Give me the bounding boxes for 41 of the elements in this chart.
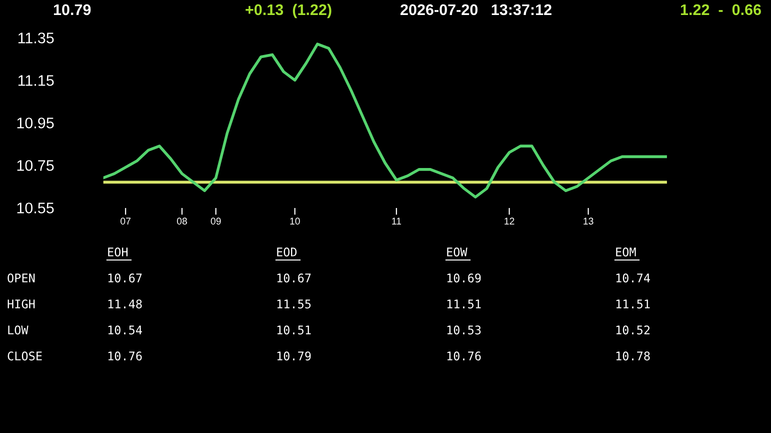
text: HIGH xyxy=(8,300,35,308)
text: 10.78 xyxy=(616,352,650,360)
text: 11.51 xyxy=(616,300,650,308)
text: 10.51 xyxy=(277,326,311,334)
text: 10.79 xyxy=(277,352,311,360)
y-tick-label: 11.15 xyxy=(18,75,54,86)
x-tick-label: 12 xyxy=(504,218,514,224)
x-tick-label: 09 xyxy=(210,218,221,225)
text: 11.55 xyxy=(277,300,311,308)
text: 10.67 xyxy=(277,274,311,282)
text: +0.13 (1.22) xyxy=(246,4,332,18)
text: 10.79 xyxy=(54,4,91,16)
text: 10.54 xyxy=(108,326,142,334)
text: 10.74 xyxy=(616,274,650,282)
text: 2026-07-20 13:37:12 xyxy=(400,4,552,16)
text: EOM xyxy=(616,248,636,256)
text: EOH xyxy=(108,248,128,256)
text: EOD xyxy=(277,248,297,256)
y-tick-label: 11.35 xyxy=(18,32,54,44)
y-tick-label: 10.55 xyxy=(17,202,54,214)
x-tick-label: 11 xyxy=(392,218,402,224)
text: 10.52 xyxy=(616,326,650,334)
text: EOW xyxy=(447,248,468,256)
text: 10.69 xyxy=(447,274,481,282)
text: CLOSE xyxy=(8,352,42,360)
text: LOW xyxy=(8,326,28,334)
text: 11.48 xyxy=(108,300,142,308)
text: 10.67 xyxy=(108,274,142,282)
text: 10.76 xyxy=(447,352,481,360)
x-tick-label: 10 xyxy=(290,218,300,225)
text: 1.22 - 0.66 xyxy=(680,4,761,16)
x-tick-label: 07 xyxy=(120,218,130,225)
x-tick-label: 13 xyxy=(584,218,594,225)
text: 11.51 xyxy=(447,300,481,308)
line-series xyxy=(103,42,668,198)
text: OPEN xyxy=(8,274,35,282)
text: 10.53 xyxy=(447,326,481,334)
y-tick-label: 10.95 xyxy=(17,118,54,128)
x-tick-label: 08 xyxy=(176,218,187,225)
text: 10.76 xyxy=(108,352,142,360)
y-tick-label: 10.75 xyxy=(17,160,54,171)
